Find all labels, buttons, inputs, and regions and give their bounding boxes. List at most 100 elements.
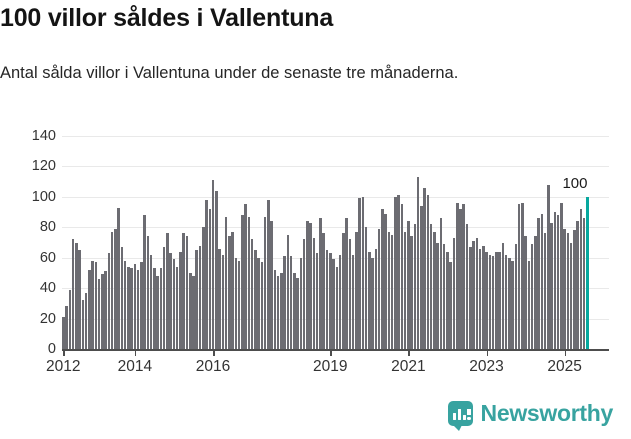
bar[interactable] bbox=[188, 272, 192, 349]
bar[interactable] bbox=[120, 247, 124, 349]
bar[interactable] bbox=[511, 260, 514, 349]
bar[interactable] bbox=[169, 253, 172, 349]
bar[interactable] bbox=[179, 251, 182, 349]
bar[interactable] bbox=[478, 248, 482, 349]
bar[interactable] bbox=[162, 247, 166, 349]
bar[interactable] bbox=[185, 236, 189, 349]
bar[interactable] bbox=[104, 271, 107, 349]
bar[interactable] bbox=[65, 306, 68, 349]
bar[interactable] bbox=[433, 231, 436, 349]
bar[interactable] bbox=[462, 204, 465, 349]
bar[interactable] bbox=[153, 268, 156, 349]
bar[interactable] bbox=[351, 254, 355, 349]
bar[interactable] bbox=[94, 262, 98, 349]
bar[interactable] bbox=[325, 250, 329, 349]
bar[interactable] bbox=[407, 221, 410, 349]
bar[interactable] bbox=[130, 268, 133, 349]
bar[interactable] bbox=[416, 177, 420, 349]
bar[interactable] bbox=[534, 236, 537, 349]
bar[interactable] bbox=[530, 244, 534, 349]
bar[interactable] bbox=[205, 199, 208, 349]
bar[interactable] bbox=[234, 257, 238, 349]
bar[interactable] bbox=[254, 250, 257, 349]
bar[interactable] bbox=[332, 259, 335, 349]
bar[interactable] bbox=[215, 190, 218, 349]
bar[interactable] bbox=[465, 224, 469, 349]
bar[interactable] bbox=[140, 262, 143, 349]
bar[interactable] bbox=[267, 199, 270, 349]
bar[interactable] bbox=[426, 195, 430, 349]
bar[interactable] bbox=[569, 242, 573, 349]
bar[interactable] bbox=[384, 213, 387, 349]
bar[interactable] bbox=[355, 231, 358, 349]
bar[interactable] bbox=[452, 237, 456, 349]
bar[interactable] bbox=[563, 228, 566, 349]
bar[interactable] bbox=[202, 227, 205, 349]
bar[interactable] bbox=[514, 244, 518, 349]
bar[interactable] bbox=[273, 269, 277, 349]
bar[interactable] bbox=[361, 196, 365, 349]
bar[interactable] bbox=[198, 245, 202, 349]
bar[interactable] bbox=[192, 275, 195, 349]
bar[interactable] bbox=[573, 230, 576, 349]
bar[interactable] bbox=[237, 260, 241, 349]
bar[interactable] bbox=[543, 233, 547, 349]
bar[interactable] bbox=[547, 184, 550, 349]
bar[interactable] bbox=[397, 195, 400, 349]
bar[interactable] bbox=[508, 257, 511, 349]
bar[interactable] bbox=[342, 233, 345, 349]
bar[interactable] bbox=[143, 215, 146, 349]
bar[interactable] bbox=[289, 256, 293, 349]
bar[interactable] bbox=[579, 209, 583, 349]
bar[interactable] bbox=[527, 260, 531, 349]
bar[interactable] bbox=[133, 263, 137, 349]
bar[interactable] bbox=[498, 251, 501, 349]
bar[interactable] bbox=[338, 254, 342, 349]
bar[interactable] bbox=[296, 277, 299, 349]
bar[interactable] bbox=[159, 268, 163, 349]
bar[interactable] bbox=[172, 259, 176, 349]
bar[interactable] bbox=[449, 262, 452, 349]
bar[interactable] bbox=[472, 240, 475, 349]
bar[interactable] bbox=[348, 239, 352, 349]
bar[interactable] bbox=[540, 213, 544, 349]
bar[interactable] bbox=[195, 250, 199, 349]
bar[interactable] bbox=[423, 187, 426, 349]
bar[interactable] bbox=[123, 260, 127, 349]
bar[interactable] bbox=[211, 180, 215, 349]
bar[interactable] bbox=[270, 221, 273, 349]
bar[interactable] bbox=[68, 289, 72, 349]
bar[interactable] bbox=[576, 221, 579, 349]
bar[interactable] bbox=[371, 257, 374, 349]
bar[interactable] bbox=[97, 279, 101, 349]
bar[interactable] bbox=[88, 269, 91, 349]
bar[interactable] bbox=[156, 275, 159, 349]
bar[interactable] bbox=[62, 317, 65, 349]
bar[interactable] bbox=[319, 218, 322, 349]
bar[interactable] bbox=[550, 222, 553, 349]
bar[interactable] bbox=[556, 215, 560, 349]
bar[interactable] bbox=[482, 245, 485, 349]
bar[interactable] bbox=[524, 236, 527, 349]
bar[interactable] bbox=[149, 254, 153, 349]
bar[interactable] bbox=[224, 216, 228, 349]
bar[interactable] bbox=[312, 237, 316, 349]
bar[interactable] bbox=[175, 266, 179, 349]
bar[interactable] bbox=[442, 244, 446, 349]
bar[interactable] bbox=[455, 202, 459, 349]
bar[interactable] bbox=[302, 239, 306, 349]
bar[interactable] bbox=[114, 228, 117, 349]
bar[interactable] bbox=[322, 233, 325, 349]
bar[interactable] bbox=[286, 234, 290, 349]
bar[interactable] bbox=[413, 224, 417, 349]
bar[interactable] bbox=[537, 218, 540, 349]
bar[interactable] bbox=[218, 248, 221, 349]
bar[interactable] bbox=[368, 251, 371, 349]
bar[interactable] bbox=[491, 256, 495, 349]
bar[interactable] bbox=[335, 266, 339, 349]
bar[interactable] bbox=[241, 215, 244, 349]
bar[interactable] bbox=[283, 256, 286, 349]
bar[interactable] bbox=[446, 251, 449, 349]
bar[interactable] bbox=[436, 242, 439, 349]
bar[interactable] bbox=[315, 253, 319, 349]
